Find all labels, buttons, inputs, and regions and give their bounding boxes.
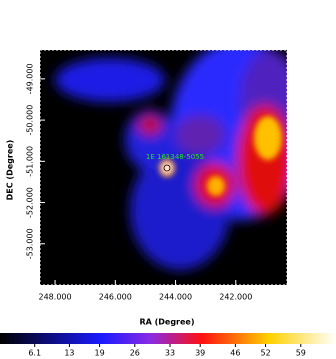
x-tick-label: 244.000 (159, 293, 192, 302)
colorbar-tick-label: 13 (64, 349, 74, 358)
x-tick-label: 242.000 (219, 293, 252, 302)
y-tick-label: -52.000 (26, 187, 35, 218)
colorbar-tick-label: 19 (94, 349, 104, 358)
y-tick-label: -50.000 (26, 105, 35, 136)
colorbar-tick-label: 39 (195, 349, 205, 358)
colorbar (0, 333, 336, 344)
y-tick-label: -49.000 (26, 63, 35, 94)
x-tick-label: 248.000 (39, 293, 72, 302)
colorbar-tick-label: 52 (260, 349, 270, 358)
sky-map (40, 50, 287, 285)
y-tick-label: -51.000 (26, 146, 35, 177)
colorbar-tick-label: 46 (230, 349, 240, 358)
x-tick-label: 246.000 (99, 293, 132, 302)
colorbar-tick-label: 26 (130, 349, 140, 358)
colorbar-tick-label: 59 (296, 349, 306, 358)
colorbar-tick-label: 33 (165, 349, 175, 358)
y-axis-label: DEC (Degree) (6, 140, 15, 201)
y-tick-label: -53.000 (26, 228, 35, 259)
frame (39, 49, 288, 286)
source-label: 1E 161348-5055 (146, 153, 204, 161)
x-axis-label: RA (Degree) (139, 318, 194, 327)
colorbar-tick-label: 6.1 (28, 349, 41, 358)
